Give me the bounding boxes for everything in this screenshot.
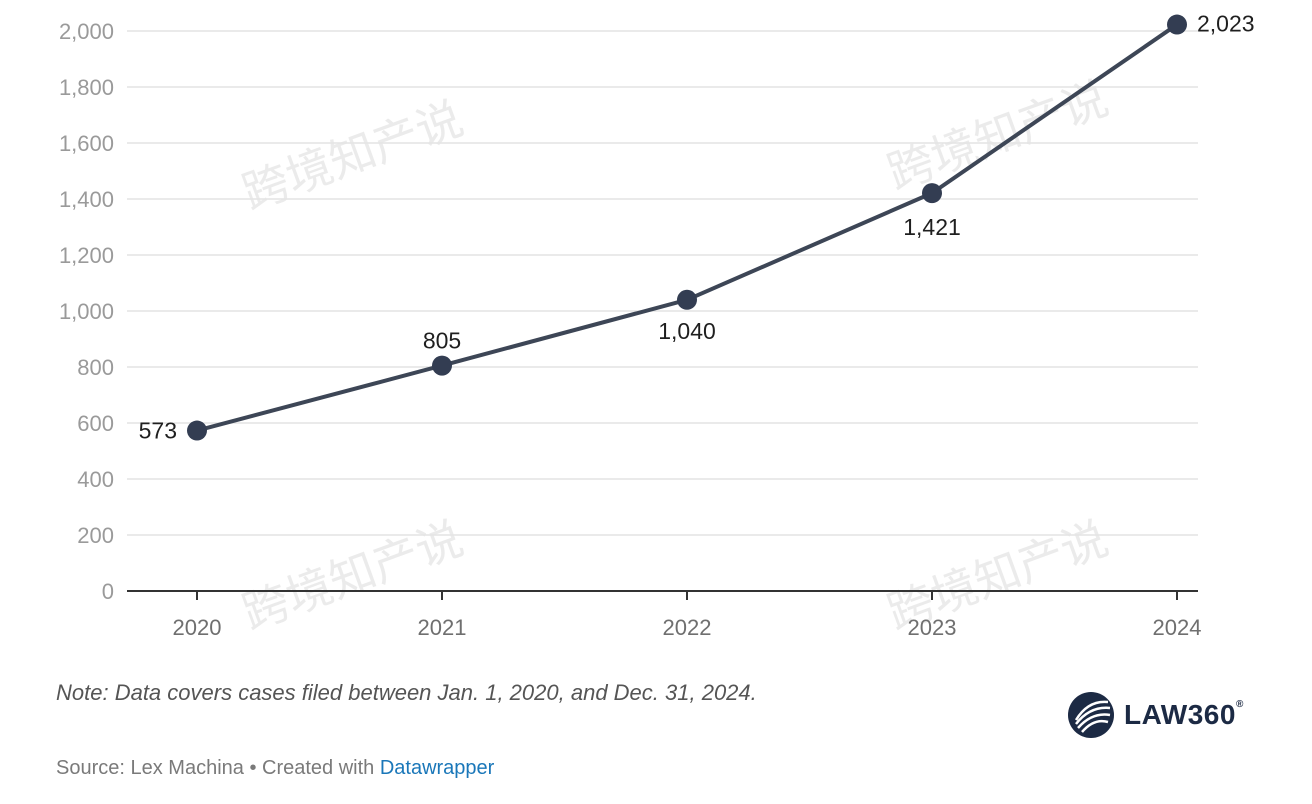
data-point — [187, 420, 207, 441]
data-label: 1,040 — [658, 318, 716, 344]
y-tick-label: 400 — [77, 467, 114, 492]
x-axis-ticks: 2020 2021 2022 2023 2024 — [173, 591, 1202, 640]
y-tick-label: 1,600 — [59, 131, 114, 156]
logo-text: LAW360® — [1124, 699, 1244, 731]
gridlines — [127, 30, 1198, 536]
x-tick-label: 2021 — [418, 615, 467, 640]
datawrapper-link[interactable]: Datawrapper — [379, 757, 495, 779]
y-tick-label: 1,000 — [59, 299, 114, 324]
y-tick-label: 800 — [77, 355, 114, 380]
source-line: Source: Lex Machina • Created with Dataw… — [56, 757, 494, 780]
data-label: 805 — [423, 328, 461, 354]
chart-note: Note: Data covers cases filed between Ja… — [56, 680, 757, 705]
x-tick-label: 2023 — [908, 615, 957, 640]
data-point — [922, 183, 942, 204]
data-point — [677, 289, 697, 310]
logo-registered-mark: ® — [1235, 699, 1244, 710]
y-tick-label: 1,200 — [59, 243, 114, 268]
data-label: 573 — [139, 418, 177, 444]
y-tick-label: 200 — [77, 523, 114, 548]
law360-logo: LAW360® — [1066, 690, 1244, 740]
y-tick-label: 600 — [77, 411, 114, 436]
series-line — [196, 22, 1179, 433]
logo-name: LAW360 — [1124, 699, 1236, 730]
y-tick-label: 1,800 — [59, 75, 114, 100]
data-point — [432, 355, 452, 376]
data-label: 1,421 — [903, 214, 961, 240]
data-labels: 573 805 1,040 1,421 2,023 — [139, 11, 1255, 444]
data-label: 2,023 — [1197, 11, 1255, 37]
x-tick-label: 2024 — [1153, 615, 1202, 640]
y-axis-ticks: 0 200 400 600 800 1,000 1,200 1,400 1,600 1,800 2,… — [59, 19, 114, 604]
x-tick-label: 2022 — [663, 615, 712, 640]
y-tick-label: 1,400 — [59, 187, 114, 212]
data-point — [1167, 14, 1187, 35]
law360-logo-icon — [1068, 692, 1114, 738]
y-tick-label: 2,000 — [59, 19, 114, 44]
watermark-0: 跨境知产说 — [235, 91, 470, 220]
source-text: Source: Lex Machina • Created with — [56, 757, 380, 779]
x-tick-label: 2020 — [173, 615, 222, 640]
data-points — [187, 14, 1187, 441]
y-tick-label: 0 — [102, 579, 114, 604]
